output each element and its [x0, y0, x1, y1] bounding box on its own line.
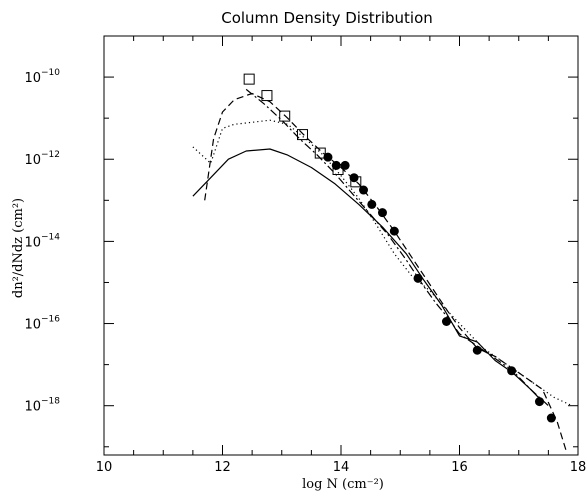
circle-marker — [472, 345, 482, 355]
y-tick-exponent: −12 — [41, 150, 60, 160]
x-tick-label: 16 — [451, 460, 468, 475]
circle-marker — [359, 185, 369, 195]
circle-marker — [441, 316, 451, 326]
y-tick-label: 10−14 — [24, 232, 60, 250]
y-tick-base: 10 — [24, 318, 41, 333]
y-tick-base: 10 — [24, 235, 41, 250]
circle-marker — [331, 160, 341, 170]
circle-marker — [323, 152, 333, 162]
y-tick-label: 10−18 — [24, 397, 60, 415]
square-marker — [243, 73, 255, 85]
y-tick-label: 10−10 — [24, 68, 60, 86]
series-dash-dot-line — [245, 88, 549, 407]
circle-marker — [507, 366, 517, 376]
series-dashed-line — [204, 92, 567, 452]
y-tick-base: 10 — [24, 400, 41, 415]
circle-marker — [413, 273, 423, 283]
series-markers — [243, 73, 556, 423]
y-tick-exponent: −10 — [41, 68, 60, 78]
square-marker — [314, 147, 326, 159]
circle-marker — [534, 397, 544, 407]
circle-marker — [546, 413, 556, 423]
plot-frame — [103, 35, 579, 456]
x-tick-label: 14 — [333, 460, 350, 475]
y-tick-label: 10−16 — [24, 315, 60, 333]
y-tick-base: 10 — [24, 153, 41, 168]
circle-marker — [349, 173, 359, 183]
y-tick-base: 10 — [24, 71, 41, 86]
circle-marker — [389, 226, 399, 236]
x-tick-label: 10 — [96, 460, 113, 475]
circle-marker — [377, 208, 387, 218]
x-tick-label: 18 — [570, 460, 587, 475]
y-tick-exponent: −14 — [41, 232, 60, 242]
y-tick-exponent: −16 — [41, 315, 60, 325]
square-marker — [279, 110, 291, 122]
circle-marker — [367, 199, 377, 209]
x-tick-label: 12 — [214, 460, 231, 475]
square-marker — [261, 90, 273, 102]
chart-title: Column Density Distribution — [221, 9, 433, 27]
series-solid-line — [192, 148, 543, 403]
y-tick-exponent: −18 — [41, 397, 60, 407]
square-marker — [296, 129, 308, 141]
y-tick-label: 10−12 — [24, 150, 60, 168]
series-lines — [192, 88, 573, 452]
circle-marker — [340, 160, 350, 170]
x-axis-label: log N (cm⁻²) — [302, 477, 384, 492]
series-dotted-line — [192, 119, 573, 407]
y-axis-label: dn²/dNdz (cm²) — [11, 198, 26, 298]
